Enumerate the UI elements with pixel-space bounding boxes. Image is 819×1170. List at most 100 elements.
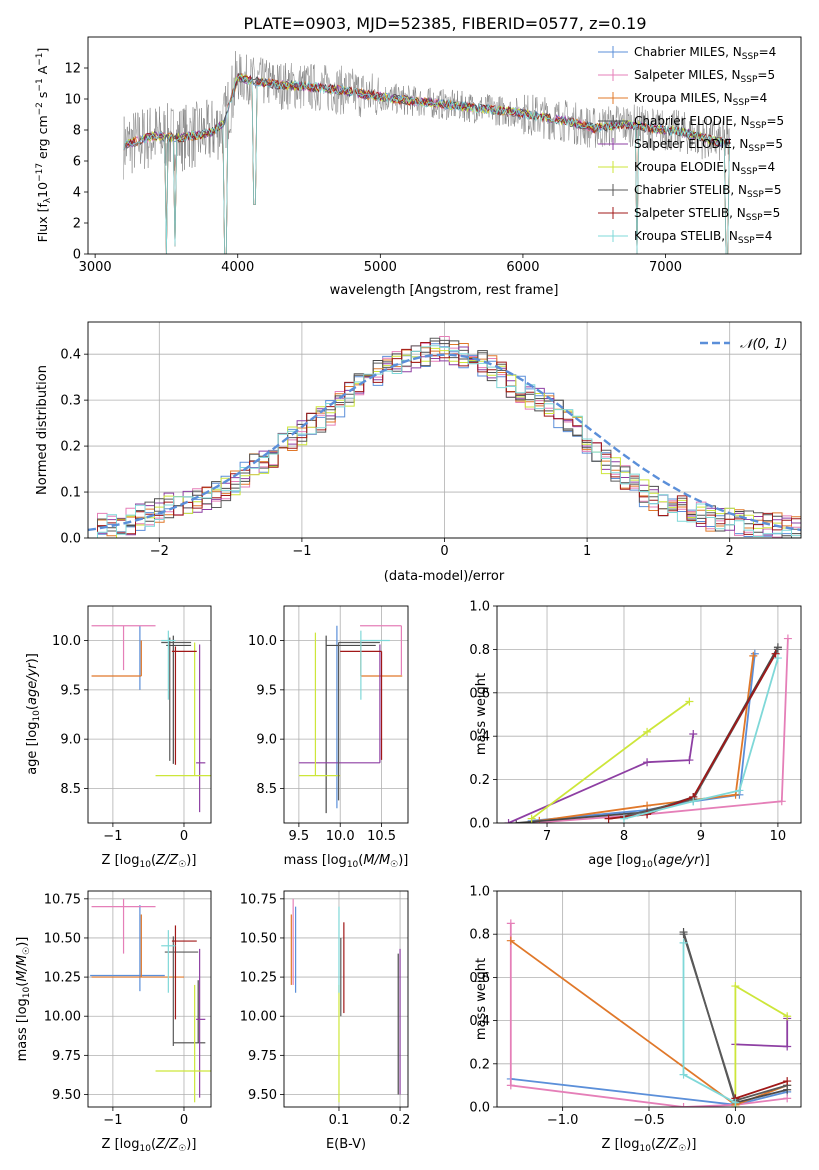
weight-point xyxy=(685,697,694,706)
x-tick-label: 7000 xyxy=(649,260,682,275)
weight-point xyxy=(685,756,694,765)
y-tick-label: 10.00 xyxy=(240,1010,277,1025)
x-tick-label: 5000 xyxy=(364,260,397,275)
legend-subscript: SSP xyxy=(748,144,765,154)
mass-weight-vs-age-panel: 7 8 9 10 0.0 0.2 0.4 0.6 0.8 1.0 age [log10(age/yr… xyxy=(469,600,802,870)
y-tick-label: 0.8 xyxy=(469,928,490,943)
y-tick-label: 8.5 xyxy=(60,782,81,797)
x-axis-label: Z [log10(Z/Z☉)] xyxy=(602,1137,697,1154)
y-tick-label: 1.0 xyxy=(469,600,490,615)
legend-subscript: SSP xyxy=(741,75,758,85)
figure-title: PLATE=0903, MJD=52385, FIBERID=0577, z=0… xyxy=(243,14,646,33)
x-tick-label: 0.2 xyxy=(390,1113,411,1128)
y-tick-label: 10.25 xyxy=(240,971,277,986)
histogram-series xyxy=(88,345,801,538)
age-vs-z-panel: −1 0 8.5 9.0 9.5 10.0 Z [log10(Z/Z☉)] age [log1… xyxy=(25,605,212,870)
legend-subscript: SSP xyxy=(746,213,763,223)
legend-label: Salpeter STELIB, NSSP=5 xyxy=(634,206,780,223)
error-bars xyxy=(90,898,211,1103)
weight-point xyxy=(679,1103,688,1107)
y-tick-label: 0.6 xyxy=(469,686,490,701)
weight-point xyxy=(527,814,536,823)
x-tick-label: 0.0 xyxy=(725,1113,746,1128)
y-tick-label: 12 xyxy=(64,62,81,77)
weight-line xyxy=(531,700,690,820)
y-tick-label: 9.50 xyxy=(248,1088,277,1103)
error-bars xyxy=(290,898,401,1103)
x-tick-label: 10.5 xyxy=(367,829,396,844)
weight-point xyxy=(689,730,698,739)
legend-value: =4 xyxy=(757,160,775,174)
histogram-series xyxy=(88,337,801,538)
weight-line xyxy=(608,653,777,820)
weight-point xyxy=(506,1081,515,1090)
error-bars xyxy=(298,625,403,814)
legend-subscript: SSP xyxy=(747,190,764,200)
weight-lines xyxy=(506,919,792,1107)
y-tick-label: 10.50 xyxy=(44,931,81,946)
y-tick-label: 0.4 xyxy=(60,348,81,363)
weight-lines xyxy=(504,634,792,823)
x-tick-label: 9 xyxy=(697,829,705,844)
y-tick-label: 0.8 xyxy=(469,643,490,658)
legend-subscript: SSP xyxy=(750,121,767,131)
weight-point xyxy=(783,1077,792,1086)
weight-point xyxy=(777,797,786,806)
axes-frame xyxy=(283,890,409,1108)
error-bars xyxy=(91,625,211,813)
x-axis-label: Z [log10(Z/Z☉)] xyxy=(102,853,197,870)
x-tick-label: 0 xyxy=(440,544,448,559)
legend-value: =4 xyxy=(755,229,773,243)
legend-value: =5 xyxy=(766,114,784,128)
weight-line xyxy=(735,1080,788,1100)
weight-point xyxy=(735,786,744,795)
y-tick-label: 9.50 xyxy=(52,1088,81,1103)
mass-weight-vs-z-panel: −1.0 −0.5 0.0 0.0 0.2 0.4 0.6 0.8 1.0 Z [log10(Z/… xyxy=(469,885,802,1154)
y-axis-label: mass weight xyxy=(474,673,489,755)
weight-point xyxy=(771,649,780,658)
x-axis-label: wavelength [Angstrom, rest frame] xyxy=(330,283,559,298)
axes-frame xyxy=(87,36,802,255)
x-axis-label: Z [log10(Z/Z☉)] xyxy=(102,1137,197,1154)
y-tick-label: 10.50 xyxy=(240,931,277,946)
y-tick-label: 9.5 xyxy=(60,683,81,698)
weight-point xyxy=(679,930,688,939)
axes-frame xyxy=(496,605,802,824)
x-tick-label: 1 xyxy=(583,544,591,559)
x-tick-label: −2 xyxy=(150,544,169,559)
model-spectrum xyxy=(123,77,730,254)
weight-point xyxy=(679,1070,688,1079)
legend-value: =5 xyxy=(757,68,775,82)
weight-point xyxy=(783,1042,792,1051)
x-tick-label: −1 xyxy=(292,544,311,559)
residual-histogram-panel: −2 −1 0 1 2 0.0 0.1 0.2 0.3 0.4 𝒩(0, 1) (data-model… xyxy=(35,321,802,584)
x-tick-label: 0 xyxy=(180,829,188,844)
y-tick-label: 9.0 xyxy=(60,733,81,748)
weight-point xyxy=(679,938,688,947)
legend-value: =4 xyxy=(750,91,768,105)
y-tick-label: 8.5 xyxy=(256,782,277,797)
y-tick-label: 0.0 xyxy=(469,817,490,832)
weight-point xyxy=(643,758,652,767)
y-axis-label: mass weight xyxy=(474,958,489,1040)
axes-frame xyxy=(283,605,409,824)
y-tick-label: 9.0 xyxy=(256,733,277,748)
y-tick-label: 10.00 xyxy=(44,1010,81,1025)
weight-point xyxy=(506,919,515,928)
weight-point xyxy=(783,1094,792,1103)
y-tick-label: 8 xyxy=(73,124,81,139)
x-axis-label: mass [log10(M/M☉)] xyxy=(284,853,409,870)
y-tick-label: 4 xyxy=(73,186,81,201)
mass-vs-z-panel: −1 0 9.50 9.75 10.00 10.25 10.50 10.75 Z [log10(… xyxy=(15,890,212,1154)
normal-reference-curve xyxy=(88,353,801,532)
histogram-steps xyxy=(88,336,801,538)
y-tick-label: 10 xyxy=(64,93,81,108)
y-tick-label: 6 xyxy=(73,155,81,170)
x-tick-label: 10 xyxy=(770,829,787,844)
y-tick-label: 0.1 xyxy=(60,486,81,501)
x-axis-label: (data-model)/error xyxy=(384,569,505,584)
weight-point xyxy=(773,645,782,654)
weight-point xyxy=(689,797,698,806)
histogram-series xyxy=(88,346,801,538)
